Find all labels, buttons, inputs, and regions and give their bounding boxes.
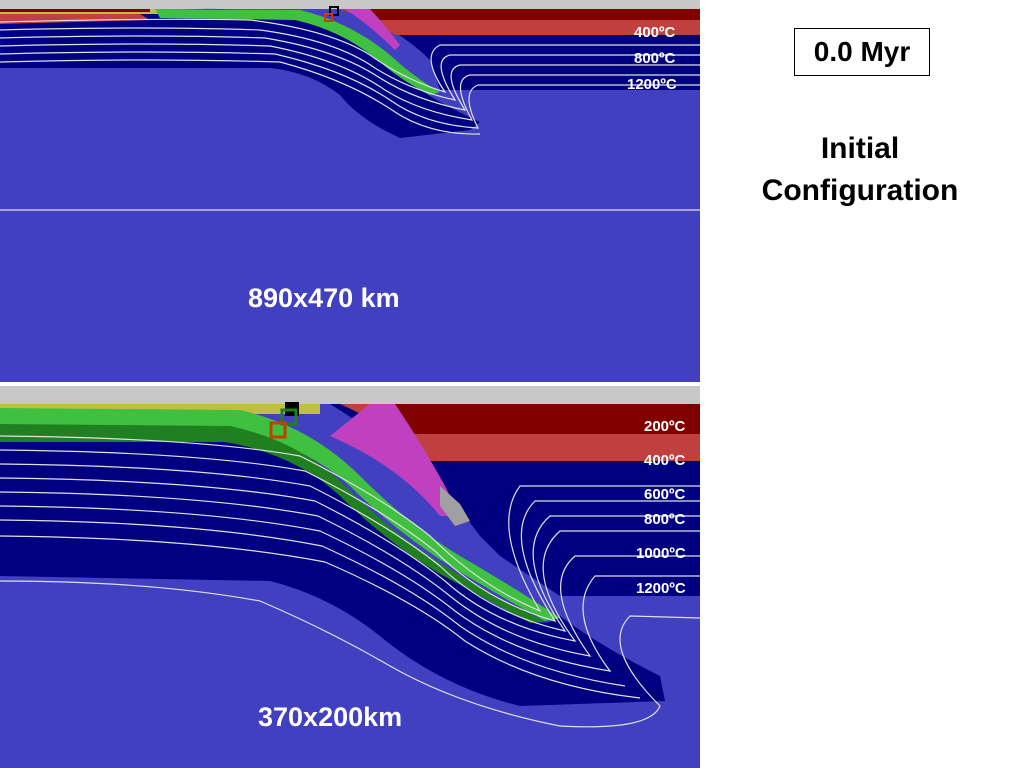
isotherm-label-800: 800ºC — [644, 511, 686, 528]
subducting-lithosphere — [0, 426, 665, 706]
isotherm-label-1200: 1200ºC — [627, 76, 677, 93]
isotherm-label-600: 600ºC — [644, 486, 686, 503]
marker-square-green — [280, 408, 298, 426]
upper-crust-overriding — [370, 404, 700, 434]
isotherm-lines — [0, 18, 700, 211]
upper-crust-left — [0, 9, 150, 12]
figure-caption: Initial Configuration — [740, 128, 980, 212]
isotherm-label-200: 200ºC — [644, 418, 686, 435]
model-panel-zoom: 200ºC 400ºC 600ºC 800ºC 1000ºC 1200ºC 37… — [0, 386, 700, 768]
time-counter: 0.0 Myr — [794, 28, 930, 76]
isotherm-label-1200: 1200ºC — [636, 580, 686, 597]
isotherm-label-1000: 1000ºC — [636, 545, 686, 562]
dimension-label-zoom: 370x200km — [258, 702, 403, 732]
marker-square-red — [324, 13, 333, 22]
zoom-model-svg — [0, 386, 700, 768]
isotherm-lines — [0, 435, 700, 728]
air-layer — [0, 0, 700, 9]
model-panel-large-scale: 400ºC 800ºC 1200ºC 890x470 km — [0, 0, 700, 382]
accretion-wedge — [345, 9, 400, 50]
caption-line-1: Initial — [820, 132, 900, 165]
isotherm-label-400: 400ºC — [644, 452, 686, 469]
upper-crust-overriding — [360, 9, 700, 20]
dimension-label-large: 890x470 km — [248, 283, 400, 313]
accretion-wedge — [330, 404, 460, 516]
oceanic-crust — [155, 9, 440, 95]
air-layer — [0, 386, 700, 404]
caption-line-2: Configuration — [761, 174, 959, 207]
wedge-tip — [440, 486, 470, 526]
isotherm-label-400: 400ºC — [634, 24, 676, 41]
marker-square — [329, 6, 339, 16]
large-scale-model-svg — [0, 0, 700, 382]
subducting-lithosphere — [0, 8, 480, 139]
isotherm-label-800: 800ºC — [634, 50, 676, 67]
marker-square-red — [269, 421, 287, 439]
